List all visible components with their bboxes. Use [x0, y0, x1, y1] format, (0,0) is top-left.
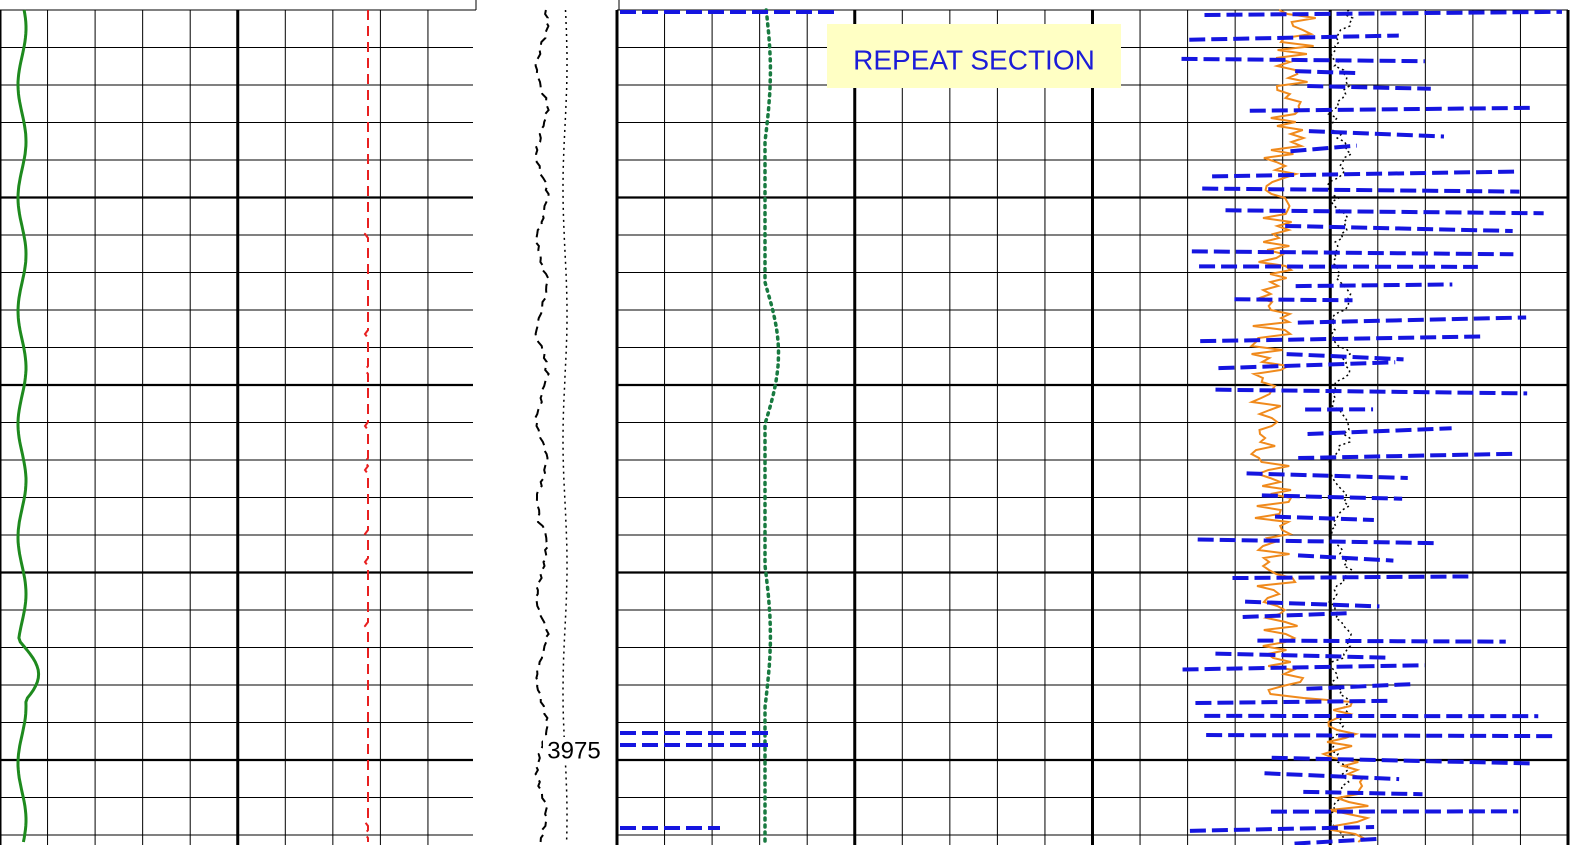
log-curve — [1297, 553, 1394, 563]
log-curve — [1182, 663, 1425, 672]
log-curve — [1195, 698, 1392, 706]
log-curve — [1204, 9, 1562, 17]
annotation-text: REPEAT SECTION — [853, 44, 1095, 75]
log-curve — [1249, 105, 1536, 113]
log-curve — [1234, 297, 1353, 303]
log-curve — [1308, 129, 1445, 139]
log-curve — [1326, 9, 1354, 843]
log-curve — [1248, 9, 1371, 843]
depth-label-bg — [543, 737, 605, 765]
log-curve — [534, 9, 550, 843]
log-curve — [1297, 315, 1527, 325]
log-curve — [1215, 651, 1390, 660]
log-curve — [1245, 599, 1380, 609]
log-curve — [1274, 514, 1374, 522]
log-curve — [1303, 789, 1423, 797]
log-curve — [1191, 249, 1514, 257]
log-curve — [1206, 733, 1557, 739]
log-curve — [1246, 471, 1408, 480]
log-curve — [1307, 84, 1431, 91]
log-curve — [363, 10, 370, 842]
log-curve — [1200, 334, 1482, 344]
log-curve — [1286, 352, 1404, 362]
log-curve — [1189, 825, 1375, 833]
log-curve — [1264, 771, 1400, 782]
annotation-box — [827, 24, 1121, 88]
log-curve — [1189, 33, 1399, 42]
log-curve — [1202, 186, 1520, 194]
log-curve — [1295, 69, 1361, 76]
log-curve — [1181, 56, 1425, 64]
log-curve — [1298, 451, 1516, 461]
log-curve — [1306, 682, 1413, 691]
log-curve — [1225, 208, 1544, 216]
curves — [16, 8, 1562, 845]
log-curve — [1197, 537, 1435, 546]
log-curve — [1285, 223, 1513, 233]
log-curve — [1295, 282, 1453, 289]
log-curve — [1212, 169, 1517, 179]
log-curve — [1257, 638, 1506, 644]
depth-label: 3975 — [547, 737, 600, 764]
log-curve — [1242, 611, 1353, 620]
log-curve — [562, 9, 568, 843]
log-curve — [1307, 426, 1452, 437]
log-curve — [1290, 143, 1358, 154]
log-curve — [16, 9, 41, 843]
log-curve — [1294, 836, 1379, 845]
log-curve — [1218, 360, 1396, 371]
log-curve — [1232, 574, 1469, 581]
log-curve — [1215, 387, 1528, 396]
log-curve — [1261, 493, 1403, 501]
log-curve — [763, 8, 781, 844]
